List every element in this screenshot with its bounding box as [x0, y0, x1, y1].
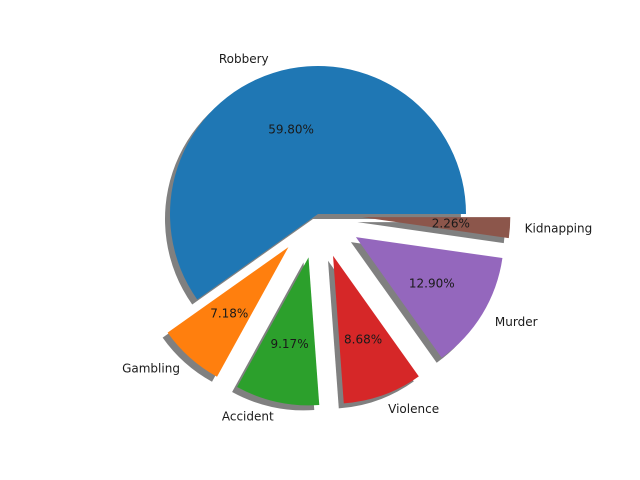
slice-robbery: [170, 66, 466, 300]
slice-accident: [237, 257, 320, 406]
slice-label-kidnapping: Kidnapping: [525, 222, 593, 236]
slice-violence: [333, 255, 419, 404]
slice-percent-kidnapping: 2.26%: [432, 216, 470, 230]
slice-label-robbery: Robbery: [219, 52, 269, 66]
slice-label-gambling: Gambling: [122, 362, 180, 376]
slice-label-murder: Murder: [495, 315, 538, 329]
slice-kidnapping: [362, 217, 511, 239]
slice-gambling: [167, 247, 289, 377]
slice-percent-accident: 9.17%: [270, 337, 308, 351]
slice-percent-gambling: 7.18%: [210, 306, 248, 320]
slices: [167, 66, 511, 406]
labels: 59.80% Robbery 7.18% Gambling 9.17% Accident 8…: [122, 52, 592, 424]
slice-percent-robbery: 59.80%: [268, 122, 314, 136]
slice-murder: [355, 237, 503, 358]
slice-label-violence: Violence: [388, 402, 439, 416]
slice-percent-murder: 12.90%: [409, 276, 455, 290]
slice-percent-violence: 8.68%: [344, 332, 382, 346]
slice-label-accident: Accident: [222, 409, 274, 423]
